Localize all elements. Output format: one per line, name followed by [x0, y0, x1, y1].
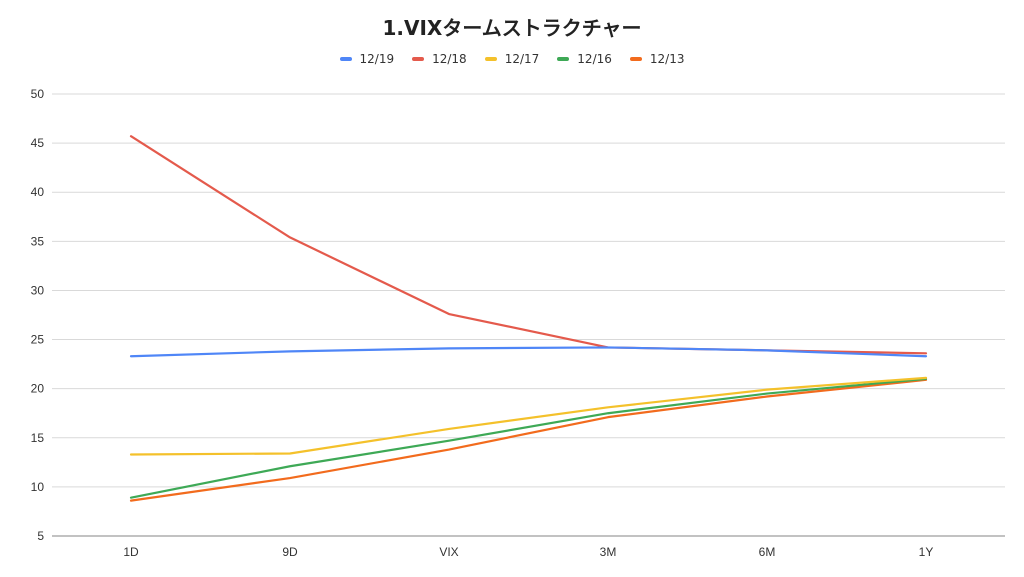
y-tick-label: 10: [31, 480, 45, 494]
legend-item: 12/16: [557, 52, 612, 66]
y-tick-label: 25: [31, 333, 45, 347]
chart-title: 1.VIXタームストラクチャー: [382, 16, 642, 40]
legend-swatch: [484, 57, 497, 61]
series-line: [129, 377, 928, 499]
legend-label: 12/17: [504, 52, 540, 66]
legend-swatch: [629, 57, 642, 61]
grid-lines: [52, 93, 1005, 537]
series-line: [129, 376, 928, 456]
y-tick-label: 5: [37, 529, 44, 543]
legend-swatch: [339, 57, 352, 61]
x-tick-label: VIX: [439, 545, 458, 559]
x-tick-label: 3M: [600, 545, 617, 559]
y-tick-label: 15: [31, 431, 45, 445]
legend-label: 12/16: [577, 52, 612, 66]
y-tick-label: 20: [31, 382, 45, 396]
series-line: [129, 346, 928, 358]
y-tick-label: 40: [31, 185, 45, 199]
series-line: [129, 135, 928, 355]
legend-label: 12/18: [432, 52, 467, 66]
x-tick-label: 6M: [759, 545, 776, 559]
legend-item: 12/13: [629, 52, 685, 66]
y-tick-label: 45: [31, 136, 45, 150]
x-tick-label: 9D: [282, 545, 298, 559]
y-tick-label: 35: [31, 234, 45, 248]
axis-labels: 5 10 15 20 25 30 35 40 45 50 1D 9D VIX 3M 6M 1Y: [31, 87, 934, 559]
y-tick-label: 50: [31, 87, 45, 101]
legend-swatch: [557, 57, 570, 61]
legend-item: 12/19: [339, 52, 395, 66]
series-lines: [129, 135, 928, 502]
legend-label: 12/13: [649, 52, 685, 66]
legend-item: 12/17: [484, 52, 540, 66]
legend-item: 12/18: [412, 52, 467, 66]
legend: 12/19 12/18 12/17 12/16 12/13: [0, 52, 1024, 66]
x-tick-label: 1Y: [919, 545, 934, 559]
x-tick-label: 1D: [123, 545, 139, 559]
legend-label: 12/19: [359, 52, 395, 66]
legend-swatch: [412, 57, 425, 61]
y-tick-label: 30: [31, 283, 45, 297]
series-line: [129, 378, 928, 502]
